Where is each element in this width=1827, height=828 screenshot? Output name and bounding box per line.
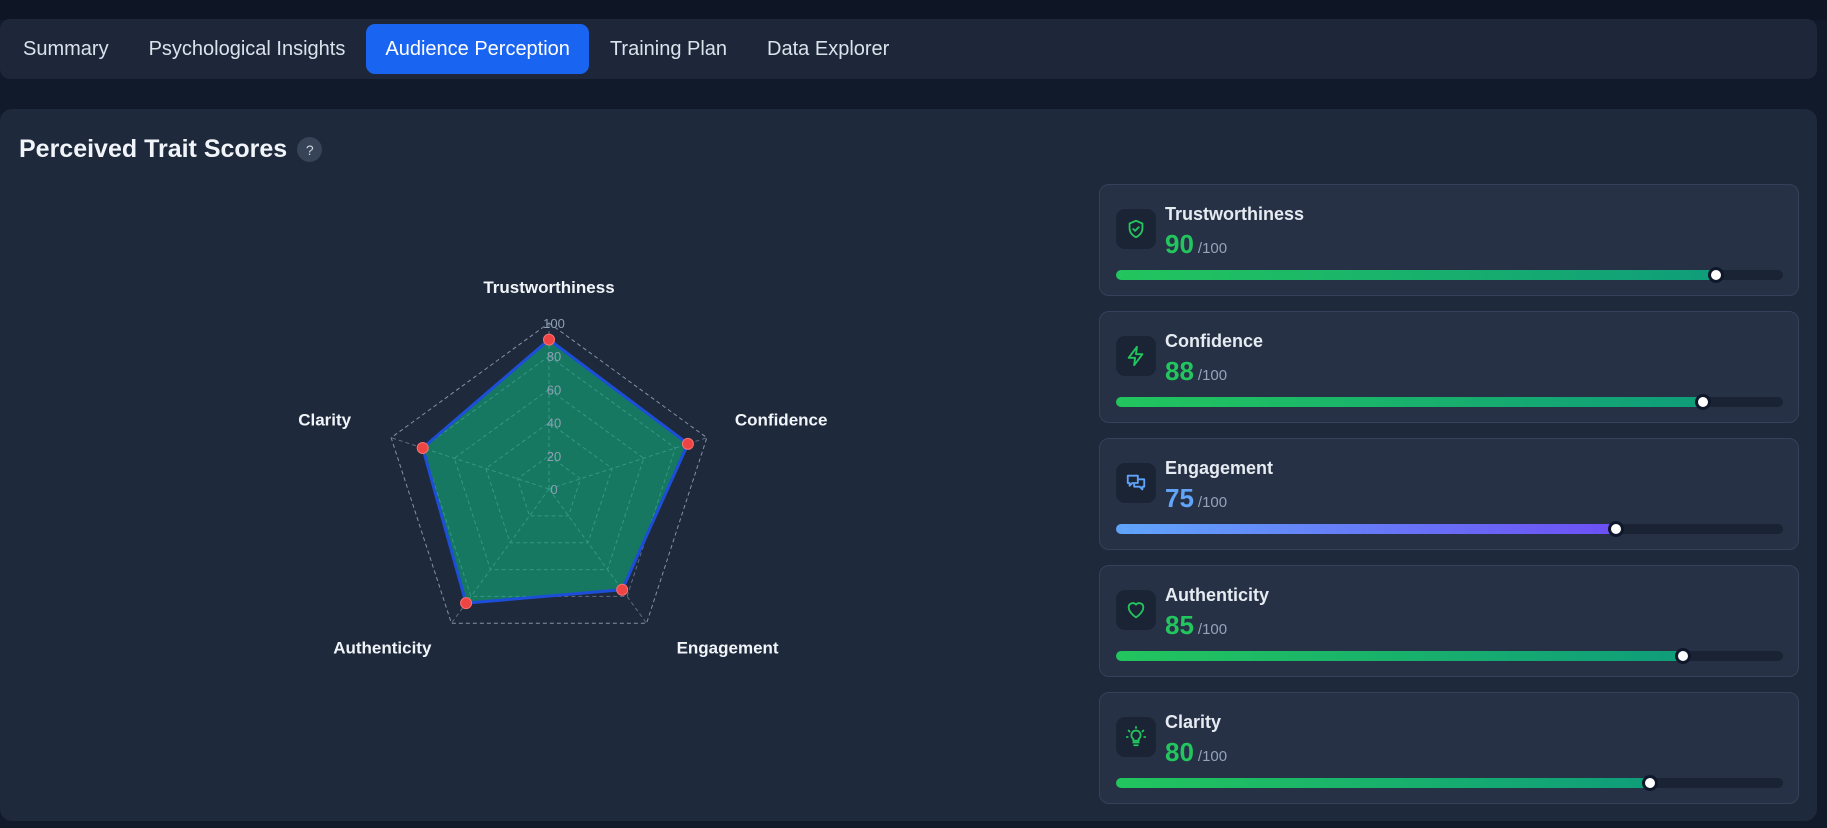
panel-header: Perceived Trait Scores ? (19, 135, 323, 164)
score-value: 80 (1165, 737, 1194, 767)
radar-point (543, 333, 555, 346)
tab-bar: Summary Psychological Insights Audience … (0, 19, 1817, 79)
shield-check-icon (1116, 209, 1156, 249)
score-max: /100 (1197, 367, 1228, 384)
radar-axis-label: Confidence (735, 411, 828, 430)
slider-handle[interactable] (1708, 267, 1725, 283)
score-value: 88 (1165, 356, 1194, 386)
slider-handle[interactable] (1674, 648, 1691, 664)
panel-title: Perceived Trait Scores (19, 135, 288, 163)
perceived-traits-panel: Perceived Trait Scores ? 0 20 40 60 80 100 Tru… (0, 109, 1817, 821)
lightbulb-icon (1116, 717, 1156, 757)
score-slider[interactable] (1116, 648, 1783, 664)
trait-card-clarity: Clarity 80/100 (1099, 692, 1799, 804)
score-max: /100 (1197, 621, 1228, 638)
trait-score: 85/100 (1165, 610, 1227, 641)
trait-score-list: Trustworthiness 90/100 Confidence 88/100… (1099, 184, 1799, 819)
trait-score: 75/100 (1165, 483, 1227, 514)
radar-tick-label: 60 (547, 382, 561, 397)
tab-audience-perception[interactable]: Audience Perception (366, 24, 589, 74)
trait-name: Confidence (1165, 331, 1264, 351)
trait-card-trustworthiness: Trustworthiness 90/100 (1099, 184, 1799, 296)
slider-handle[interactable] (1641, 775, 1658, 791)
slider-fill (1116, 778, 1650, 788)
score-slider[interactable] (1116, 394, 1783, 410)
slider-fill (1116, 397, 1703, 407)
top-bar (0, 0, 1827, 20)
radar-point (681, 437, 694, 450)
tab-data-explorer[interactable]: Data Explorer (767, 37, 890, 60)
score-value: 90 (1165, 229, 1194, 259)
radar-axis-label: Clarity (298, 411, 351, 430)
slider-fill (1116, 270, 1717, 280)
radar-chart: 0 20 40 60 80 100 Trustworthiness Confidence Eng… (298, 278, 828, 657)
tab-psychological-insights[interactable]: Psychological Insights (148, 37, 346, 60)
radar-tick-label: 0 (550, 482, 557, 497)
radar-axis-label: Authenticity (333, 638, 432, 657)
radar-axis-label: Trustworthiness (483, 278, 614, 297)
trait-card-authenticity: Authenticity 85/100 (1099, 565, 1799, 677)
slider-handle[interactable] (1694, 394, 1711, 410)
score-slider[interactable] (1116, 521, 1783, 537)
trait-score: 80/100 (1165, 737, 1227, 768)
radar-point (416, 441, 429, 454)
score-max: /100 (1197, 240, 1228, 257)
score-slider[interactable] (1116, 775, 1783, 791)
trait-card-confidence: Confidence 88/100 (1099, 311, 1799, 423)
trait-card-engagement: Engagement 75/100 (1099, 438, 1799, 550)
trait-name: Clarity (1165, 712, 1222, 732)
slider-fill (1116, 524, 1617, 534)
score-max: /100 (1197, 748, 1228, 765)
help-icon[interactable]: ? (297, 137, 323, 162)
score-value: 85 (1165, 610, 1194, 640)
trait-name: Trustworthiness (1165, 204, 1305, 224)
tab-summary[interactable]: Summary (23, 37, 109, 60)
trait-score: 90/100 (1165, 229, 1227, 260)
slider-handle[interactable] (1608, 521, 1625, 537)
radar-tick-label: 80 (547, 349, 561, 364)
radar-tick-label: 20 (547, 449, 561, 464)
radar-axis-label: Engagement (677, 638, 779, 657)
heart-icon (1116, 590, 1156, 630)
trait-name: Engagement (1165, 458, 1274, 478)
radar-point (460, 597, 473, 610)
radar-point (616, 583, 629, 596)
score-value: 75 (1165, 483, 1194, 513)
radar-tick-label: 40 (547, 416, 561, 431)
lightning-icon (1116, 336, 1156, 376)
radar-data-area (421, 338, 690, 605)
radar-tick-label: 100 (543, 316, 565, 331)
score-slider[interactable] (1116, 267, 1783, 283)
score-max: /100 (1197, 494, 1228, 511)
radar-grid-ring (390, 322, 708, 624)
chat-bubbles-icon (1116, 463, 1156, 503)
slider-fill (1116, 651, 1683, 661)
tab-training-plan[interactable]: Training Plan (609, 37, 728, 60)
trait-score: 88/100 (1165, 356, 1227, 387)
trait-name: Authenticity (1165, 585, 1270, 605)
